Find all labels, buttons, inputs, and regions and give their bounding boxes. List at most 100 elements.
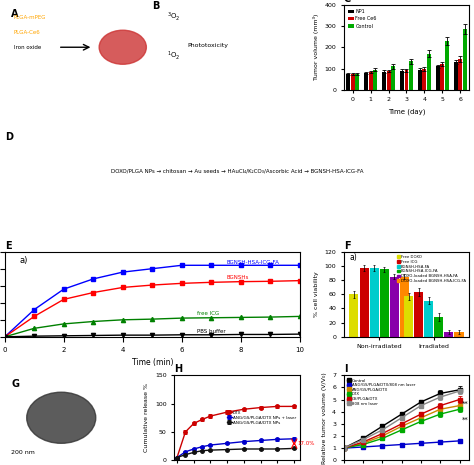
Bar xyxy=(370,268,379,337)
BGNSHs xyxy=(91,290,96,295)
free ICG xyxy=(238,315,244,320)
free ICG xyxy=(120,317,126,323)
Bar xyxy=(351,74,355,90)
Text: **: ** xyxy=(462,400,468,406)
BGNSHs xyxy=(209,279,214,285)
BGNSH-HSA-ICG-FA xyxy=(120,269,126,275)
BGNSH-HSA-ICG-FA xyxy=(297,263,302,268)
free ICG xyxy=(31,326,37,331)
free ICG xyxy=(149,316,155,322)
Ellipse shape xyxy=(27,392,96,443)
Text: PBS buffer: PBS buffer xyxy=(197,329,225,334)
BGNSHs xyxy=(238,279,244,285)
Text: C: C xyxy=(344,0,351,4)
BGNSHs xyxy=(179,280,184,286)
Text: BGNSH-HSA-ICG-FA: BGNSH-HSA-ICG-FA xyxy=(226,259,279,265)
Text: DOXO/PLGA NPs → chitosan → Au seeds → HAuCl₄/K₂CO₃/Ascorbic Acid → BGNSH-HSA-ICG: DOXO/PLGA NPs → chitosan → Au seeds → HA… xyxy=(111,168,363,173)
BGNSHs xyxy=(120,285,126,290)
Text: $^3$O$_2$: $^3$O$_2$ xyxy=(167,11,181,23)
Bar xyxy=(455,332,464,337)
BGNSH-HSA-ICG-FA xyxy=(91,276,96,282)
Text: Iron oxide: Iron oxide xyxy=(14,45,41,50)
Bar xyxy=(454,62,458,90)
BGNSHs xyxy=(61,297,66,302)
Bar xyxy=(364,73,368,90)
Bar xyxy=(434,317,443,337)
BGNSH-HSA-ICG-FA xyxy=(267,263,273,268)
Line: BGNSH-HSA-ICG-FA: BGNSH-HSA-ICG-FA xyxy=(3,263,302,339)
Line: PBS buffer: PBS buffer xyxy=(3,332,302,339)
BGNSHs xyxy=(149,282,155,288)
Bar xyxy=(404,70,409,90)
PBS buffer xyxy=(238,332,244,337)
Text: a): a) xyxy=(19,256,28,265)
free ICG xyxy=(91,319,96,324)
Bar xyxy=(422,69,427,90)
Bar xyxy=(359,268,369,337)
Bar xyxy=(463,29,467,90)
Text: F: F xyxy=(344,241,350,251)
Bar xyxy=(427,53,431,90)
BGNSHs xyxy=(297,278,302,283)
PBS buffer xyxy=(297,332,302,337)
BGNSH-HSA-ICG-FA xyxy=(209,263,214,268)
Bar xyxy=(349,294,358,337)
PBS buffer xyxy=(2,334,8,339)
free ICG xyxy=(179,315,184,321)
Y-axis label: Relative tumor volume (V/V₀): Relative tumor volume (V/V₀) xyxy=(321,372,327,464)
Bar xyxy=(445,41,449,90)
Text: a): a) xyxy=(350,253,358,262)
Bar xyxy=(440,64,444,90)
Bar xyxy=(346,74,350,90)
Line: BGNSHs: BGNSHs xyxy=(3,279,302,339)
Text: **: ** xyxy=(462,417,468,422)
BGNSHs xyxy=(2,334,8,339)
free ICG xyxy=(297,313,302,319)
Legend: Control, ANG/GS/PLGA/DTX/808 nm laser, ANG/GS/PLGA/DTX, DTX, GS/PLGA/DTX, 808 nm: Control, ANG/GS/PLGA/DTX/808 nm laser, A… xyxy=(346,377,417,407)
PBS buffer xyxy=(209,332,214,338)
BGNSHs xyxy=(31,313,37,319)
Text: 200 nm: 200 nm xyxy=(11,450,35,454)
free ICG xyxy=(2,334,8,339)
Y-axis label: % cell viability: % cell viability xyxy=(314,272,319,317)
Bar xyxy=(436,66,440,90)
Legend: Free DOXO, Free ICG, BGNSH-HSA-FA, BGNSH-HSA-ICG-FA, DOXO-loaded BGNSH-HSA-FA, D: Free DOXO, Free ICG, BGNSH-HSA-FA, BGNSH… xyxy=(395,253,467,285)
Bar xyxy=(387,71,391,90)
free ICG xyxy=(61,321,66,327)
Bar xyxy=(414,292,423,337)
BGNSH-HSA-ICG-FA xyxy=(238,263,244,268)
Text: E: E xyxy=(5,241,11,251)
Text: A: A xyxy=(10,9,18,19)
Bar xyxy=(391,66,395,90)
BGNSH-HSA-ICG-FA xyxy=(61,286,66,292)
free ICG xyxy=(267,314,273,320)
PBS buffer xyxy=(120,332,126,338)
PBS buffer xyxy=(267,332,273,337)
Bar xyxy=(458,59,462,90)
Text: I: I xyxy=(344,365,347,374)
Circle shape xyxy=(99,30,146,64)
Text: PLGA-mPEG: PLGA-mPEG xyxy=(14,15,46,20)
Text: H: H xyxy=(174,365,182,374)
Line: free ICG: free ICG xyxy=(3,314,302,339)
X-axis label: Time (day): Time (day) xyxy=(388,108,425,114)
Bar xyxy=(424,301,433,337)
Bar xyxy=(355,74,359,90)
Bar xyxy=(400,71,404,90)
Text: G: G xyxy=(11,379,19,389)
Bar xyxy=(390,277,399,337)
X-axis label: Time (min): Time (min) xyxy=(131,358,173,367)
Legend: NP1, Free Ce6, Control: NP1, Free Ce6, Control xyxy=(346,7,379,31)
Legend: DTX, ANG/GS/PLGA/DTX NPs + laser, ANG/GS/PLGA/DTX NPs: DTX, ANG/GS/PLGA/DTX NPs + laser, ANG/GS… xyxy=(225,409,298,426)
Text: $^1$O$_2$: $^1$O$_2$ xyxy=(167,49,181,61)
Bar xyxy=(404,296,413,337)
BGNSH-HSA-ICG-FA xyxy=(179,263,184,268)
Text: 17.0%: 17.0% xyxy=(297,441,314,446)
Bar xyxy=(418,70,422,90)
Bar xyxy=(382,72,386,90)
Y-axis label: Cumulative release %: Cumulative release % xyxy=(145,383,149,452)
Bar xyxy=(400,277,409,337)
Bar xyxy=(409,61,413,90)
free ICG xyxy=(209,315,214,320)
PBS buffer xyxy=(31,333,37,339)
